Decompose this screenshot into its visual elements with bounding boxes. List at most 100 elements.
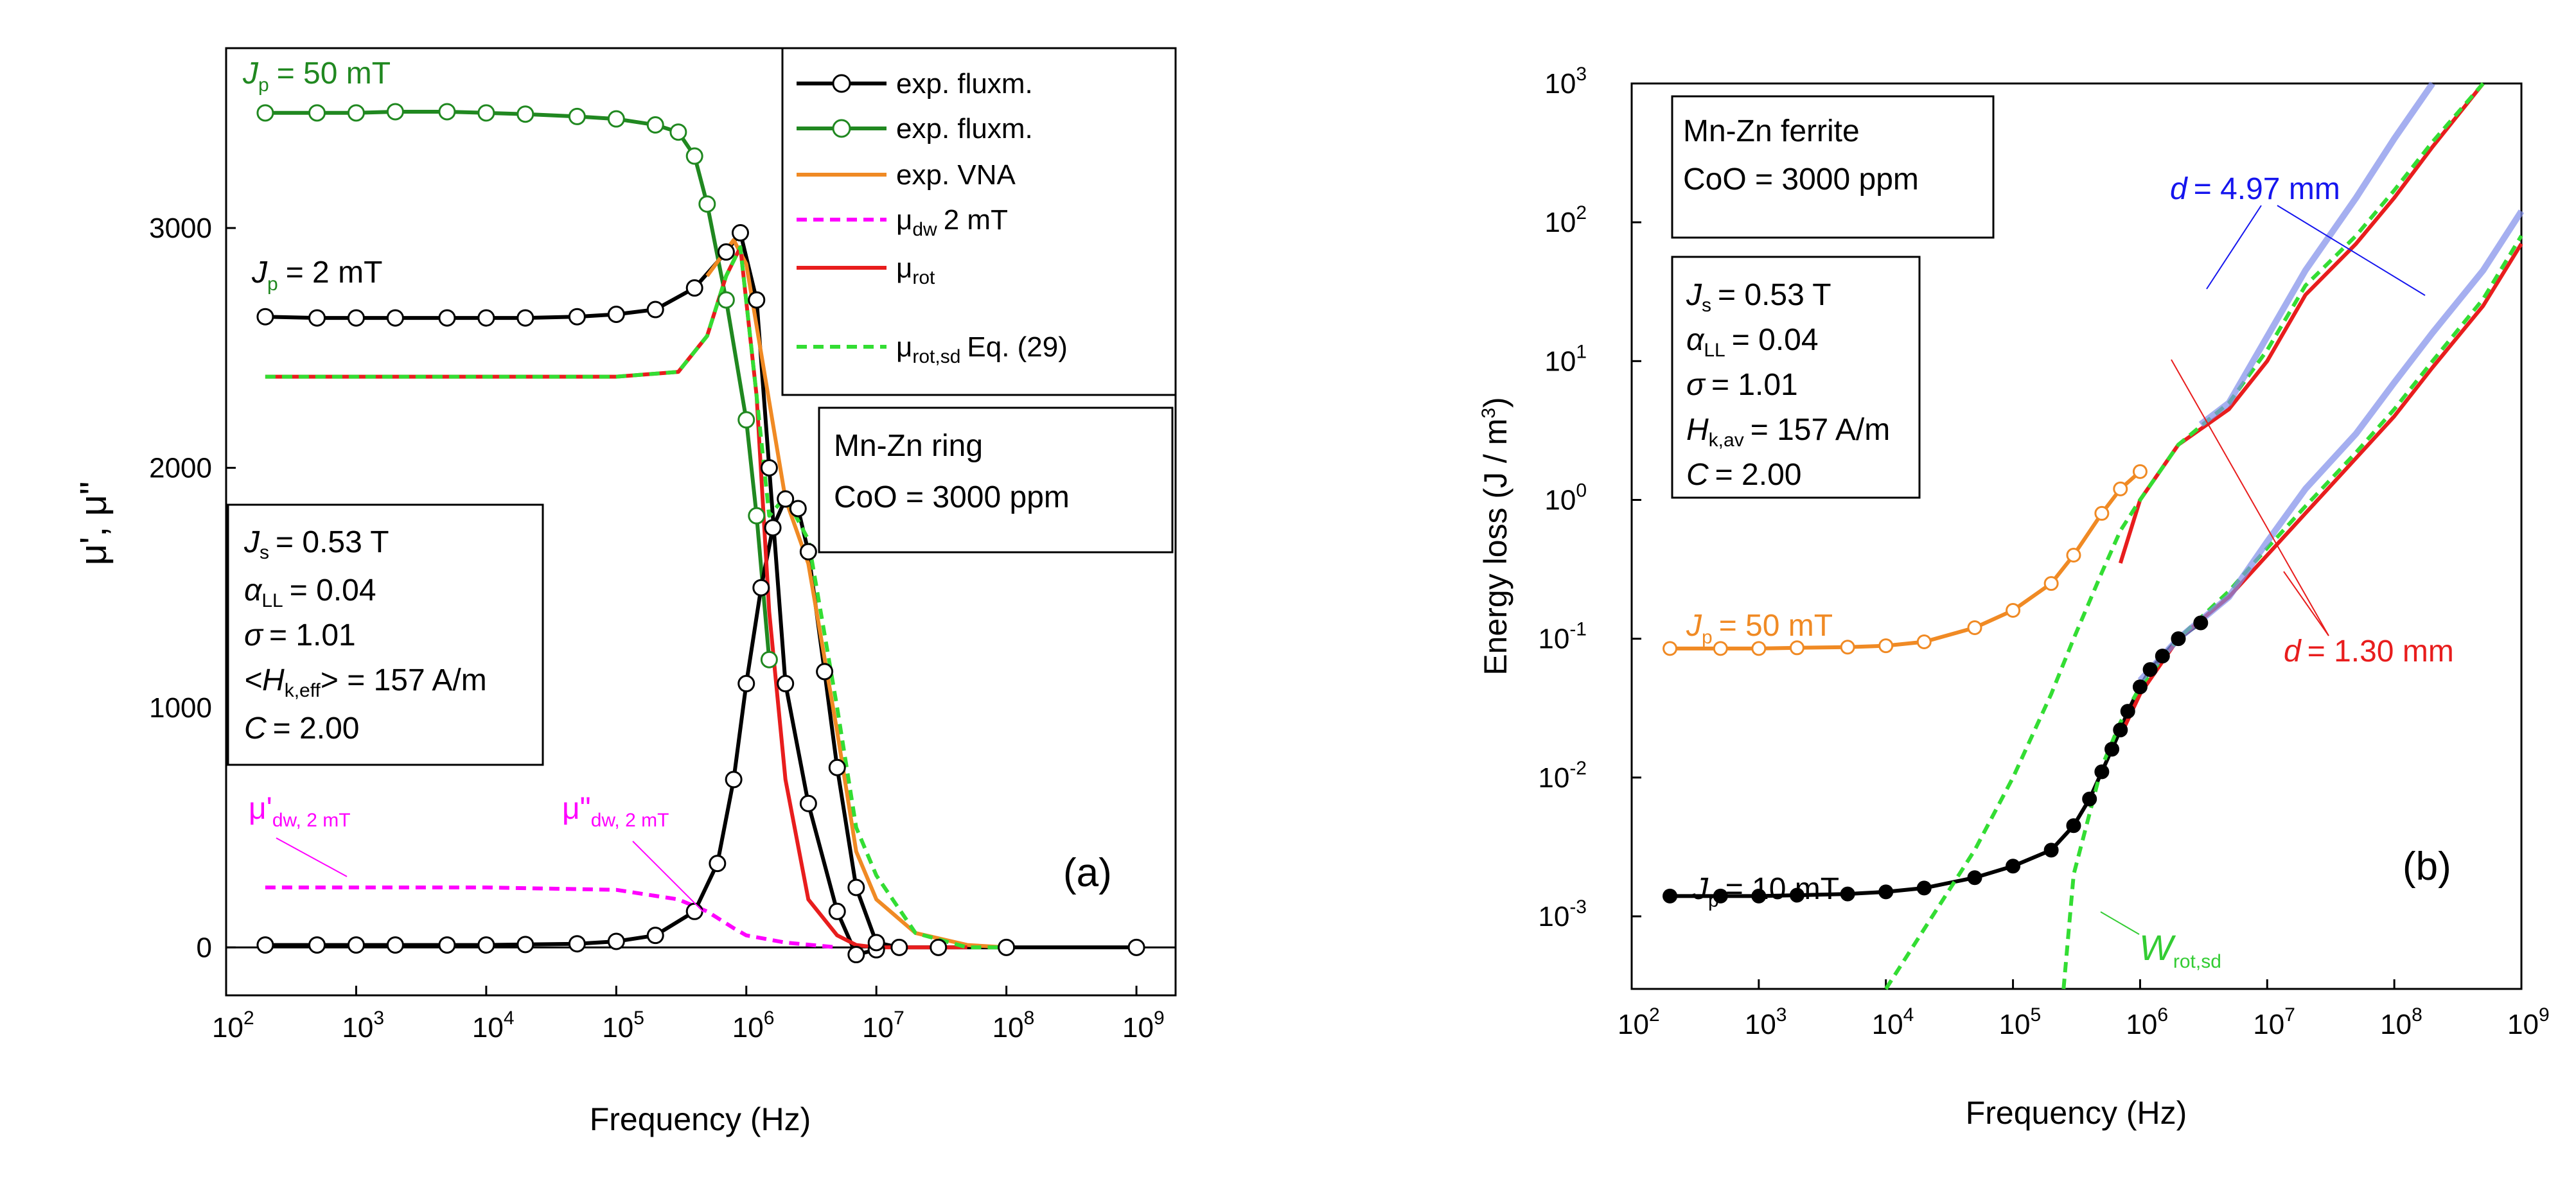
- panel-b-marker: [2193, 615, 2209, 631]
- panel-a-jp2: Jp = 2 mT: [251, 256, 382, 295]
- panel-b-marker: [1840, 640, 1855, 655]
- panel-a-param-alpha: αLL = 0.04: [244, 573, 376, 611]
- legend-entry-mu-dw: μdw 2 mT: [797, 204, 1008, 240]
- panel-b-marker: [1713, 641, 1728, 656]
- panel-b-marker: [2120, 704, 2135, 719]
- panel-a-marker: [568, 935, 586, 953]
- panel-a-marker: [308, 936, 326, 954]
- panel-b-x-tick-label: 109: [2507, 1004, 2550, 1040]
- panel-a-marker: [685, 902, 703, 920]
- panel-a-marker: [1127, 938, 1145, 956]
- panel-b-marker: [1840, 886, 1855, 902]
- panel-a-y-tick-label: 3000: [149, 213, 212, 244]
- panel-a-param-c: C = 2.00: [244, 712, 359, 746]
- panel-b-material-line2: CoO = 3000 ppm: [1683, 162, 1919, 197]
- panel-b-marker: [2171, 631, 2186, 647]
- panel-b-marker: [2155, 649, 2170, 664]
- panel-a-marker: [847, 946, 865, 964]
- panel-a-x-tick-label: 109: [1122, 1008, 1165, 1044]
- panel-a-marker: [748, 291, 766, 309]
- panel-b-x-tick-label: 104: [1872, 1004, 1914, 1040]
- legend-entry-fluxm-green: exp. fluxm.: [797, 113, 1033, 144]
- panel-a-y-title: μ', μ": [73, 482, 114, 566]
- panel-a-marker: [777, 490, 795, 508]
- panel-a-marker: [698, 195, 716, 213]
- panel-b-y-tick-label: 101: [1544, 341, 1587, 377]
- panel-a-marker: [256, 308, 274, 326]
- panel-a-marker: [438, 103, 456, 121]
- svg-text:μrot: μrot: [896, 252, 935, 288]
- panel-a-marker: [799, 543, 817, 561]
- panel-b-d-thick-arrow-2: [2277, 205, 2426, 296]
- panel-a-x-tick-label: 103: [342, 1008, 384, 1044]
- panel-b-marker: [2104, 742, 2120, 757]
- svg-text:exp. VNA: exp. VNA: [896, 159, 1016, 191]
- panel-a-marker: [816, 663, 834, 681]
- panel-a-marker: [607, 110, 625, 128]
- panel-a-marker: [731, 224, 749, 242]
- panel-b-y-tick-label: 10-3: [1538, 896, 1587, 932]
- panel-a-marker: [646, 116, 664, 134]
- panel-a-marker: [256, 104, 274, 122]
- panel-a-marker: [760, 459, 778, 476]
- panel-a-marker: [760, 651, 778, 668]
- panel-b-jp10: Jp = 10 mT: [1692, 872, 1839, 911]
- panel-a-material-line2: CoO = 3000 ppm: [834, 480, 1070, 514]
- panel-a-marker: [386, 936, 404, 954]
- panel-b-marker: [2082, 791, 2097, 807]
- panel-b-x-tick-label: 106: [2126, 1004, 2168, 1040]
- panel-a-marker: [568, 308, 586, 326]
- panel-a-marker: [568, 107, 586, 125]
- panel-a-marker: [828, 758, 846, 776]
- panel-a-marker: [438, 936, 456, 954]
- panel-b-marker: [2006, 859, 2021, 874]
- panel-a-marker: [308, 104, 326, 122]
- panel-a-y-tick-label: 1000: [149, 692, 212, 724]
- panel-b-marker: [1878, 638, 1894, 654]
- panel-b-marker: [2113, 481, 2128, 496]
- panel-a-series-line: [265, 245, 1007, 950]
- legend-entry-vna: exp. VNA: [797, 159, 1016, 191]
- panel-b-marker: [1713, 888, 1728, 904]
- panel-a-x-tick-label: 104: [472, 1008, 515, 1044]
- panel-b-material-line1: Mn-Zn ferrite: [1683, 114, 1860, 148]
- panel-a-marker: [737, 411, 755, 429]
- panel-b-marker: [2132, 464, 2148, 479]
- panel-a-marker: [438, 309, 456, 327]
- panel-a-label: (a): [1063, 851, 1112, 895]
- panel-b-marker: [2043, 843, 2059, 858]
- panel-b-series-line: [2198, 82, 2435, 427]
- panel-a-x-tick-label: 105: [602, 1008, 644, 1044]
- panel-b-marker: [1663, 888, 1678, 904]
- panel-a-marker: [764, 519, 782, 537]
- panel-a-mu-real-dw: μ'dw, 2 mT: [249, 792, 351, 831]
- panel-b-param-alpha: αLL = 0.04: [1686, 323, 1819, 361]
- panel-a-y-tick-label: 0: [197, 932, 212, 963]
- panel-a-jp50: Jp = 50 mT: [242, 57, 391, 96]
- panel-b-marker: [2066, 548, 2081, 563]
- legend-entry-mu-rot-sd: μrot,sd Eq. (29): [797, 331, 1068, 367]
- panel-a-marker: [477, 936, 495, 954]
- panel-b-d-thick-arrow-1: [2206, 205, 2262, 290]
- panel-b-marker: [2113, 722, 2128, 738]
- panel-a-plot-frame: [225, 47, 1177, 997]
- panel-b-ticks: 102 103 104 105 106 107 108 109 10-3 10-2 10-1 100 1…: [1538, 64, 2549, 1040]
- panel-b-marker: [2006, 603, 2021, 618]
- panel-b-marker: [1789, 887, 1804, 903]
- panel-a-marker: [847, 878, 865, 896]
- panel-b-marker: [2043, 576, 2059, 591]
- panel-b-marker: [1789, 640, 1804, 656]
- panel-a-marker: [347, 104, 365, 122]
- panel-a-x-title: Frequency (Hz): [590, 1101, 811, 1137]
- panel-a-marker: [789, 500, 807, 518]
- panel-a-marker: [748, 507, 766, 525]
- panel-a-marker: [347, 936, 365, 954]
- panel-a-series-line: [265, 886, 838, 950]
- panel-b-d-thick: d = 4.97 mm: [2170, 172, 2340, 206]
- panel-b-marker: [2094, 505, 2110, 521]
- panel-a-material-line1: Mn-Zn ring: [834, 429, 983, 463]
- panel-a-marker: [607, 932, 625, 950]
- panel-a-marker: [828, 902, 846, 920]
